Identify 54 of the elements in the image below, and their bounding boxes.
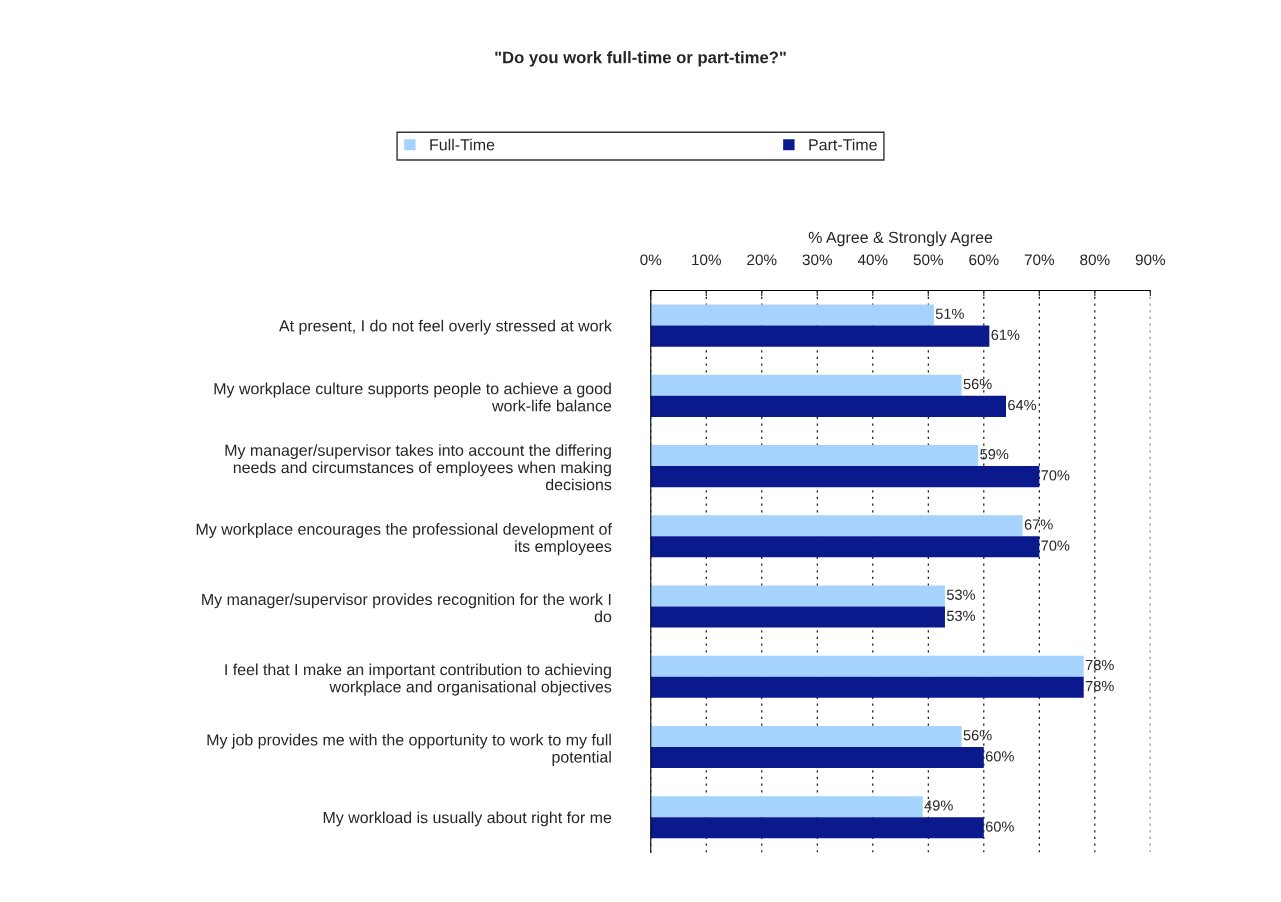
data-label: 59%	[980, 449, 1009, 460]
bar	[650, 395, 1007, 417]
x-axis-title: % Agree & Strongly Agree	[808, 231, 993, 247]
y-tick-label: My workplace encourages the professional development of its employees	[196, 523, 612, 556]
bar	[650, 585, 945, 607]
x-tick-label: 30%	[802, 254, 833, 266]
bar	[650, 444, 979, 467]
x-tick-label: 0%	[640, 254, 662, 266]
data-label: 53%	[946, 610, 976, 621]
x-tick-label: 60%	[969, 254, 999, 266]
data-label: 53%	[946, 589, 976, 600]
data-label: 60%	[985, 751, 1014, 762]
data-label: 51%	[935, 308, 964, 319]
y-tick-label: My workplace culture supports people to achieve a good work-life balance	[214, 382, 612, 412]
bar	[650, 515, 1023, 537]
data-label: 49%	[924, 800, 953, 811]
data-label: 64%	[1008, 399, 1037, 411]
data-label: 70%	[1041, 540, 1070, 551]
data-label: 70%	[1041, 470, 1070, 481]
y-tick-label: My manager/supervisor provides recognition for the work I do	[202, 593, 612, 623]
chart-title: "Do you work full-time or part-time?"	[495, 51, 786, 67]
bar	[650, 747, 984, 769]
y-tick-label: My manager/supervisor takes into account the differing needs and circumstances of employees when making decisions	[225, 444, 612, 491]
data-label: 61%	[991, 329, 1020, 341]
y-tick-label: At present, I do not feel overly stressed at work	[279, 319, 612, 335]
data-label: 56%	[963, 378, 992, 390]
x-tick-label: 10%	[692, 254, 721, 266]
data-label: 67%	[1024, 519, 1053, 530]
y-tick-label: My job provides me with the opportunity to work to my full potential	[207, 733, 611, 766]
data-label: 78%	[1085, 680, 1114, 692]
bar	[650, 304, 934, 326]
x-tick-label: 20%	[747, 254, 777, 266]
data-label: 56%	[963, 730, 992, 741]
bar	[650, 796, 923, 818]
x-tick-label: 80%	[1080, 254, 1110, 266]
bar	[650, 655, 1084, 677]
legend-label: Full-Time	[430, 138, 495, 151]
x-tick-label: 70%	[1024, 254, 1055, 266]
bar	[650, 725, 962, 748]
y-tick-label: I feel that I make an important contribution to achieving workplace and organisational objectives	[225, 663, 612, 696]
x-tick-label: 40%	[857, 254, 888, 266]
legend-label: Part-Time	[809, 138, 877, 151]
data-label: 78%	[1085, 659, 1114, 671]
bar	[650, 466, 1040, 488]
bar	[650, 374, 962, 396]
bar	[650, 606, 945, 628]
bar	[650, 536, 1040, 558]
x-tick-label: 90%	[1135, 254, 1166, 266]
x-tick-label: 50%	[913, 254, 944, 266]
data-label: 60%	[985, 821, 1014, 832]
y-tick-label: My workload is usually about right for me	[323, 811, 612, 827]
bar	[650, 676, 1084, 698]
bar	[650, 325, 990, 347]
bar	[650, 817, 984, 839]
